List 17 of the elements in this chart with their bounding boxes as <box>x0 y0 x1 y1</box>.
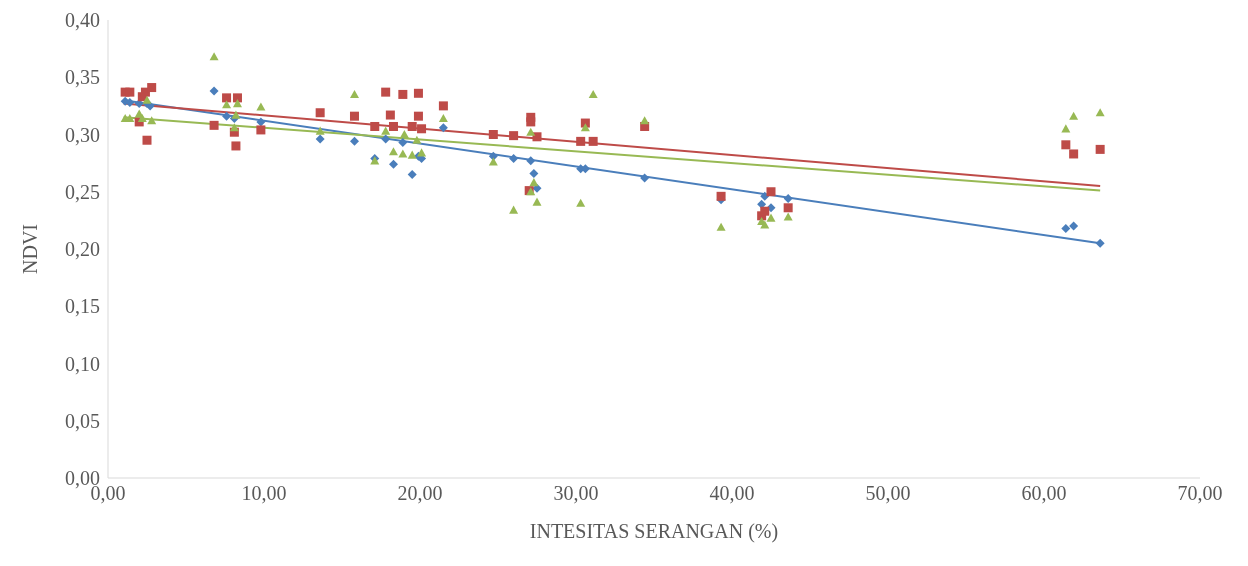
y-tick-label: 0,25 <box>65 180 100 203</box>
x-tick-label: 30,00 <box>553 482 599 505</box>
y-tick-label: 0,40 <box>65 9 100 32</box>
x-axis-title: INTESITAS SERANGAN (%) <box>529 520 779 543</box>
x-tick-label: 40,00 <box>709 482 755 505</box>
x-tick-label: 10,00 <box>241 482 287 505</box>
y-axis-title: NDVI <box>19 224 42 274</box>
x-tick-label: 50,00 <box>865 482 911 505</box>
y-tick-label: 0,10 <box>65 352 100 375</box>
y-tick-label: 0,30 <box>65 123 100 146</box>
x-tick-label: 20,00 <box>397 482 443 505</box>
y-tick-label: 0,15 <box>65 295 100 318</box>
y-tick-label: 0,20 <box>65 238 100 261</box>
y-tick-label: 0,05 <box>65 409 100 432</box>
x-tick-label: 70,00 <box>1177 482 1223 505</box>
x-tick-label: 60,00 <box>1021 482 1067 505</box>
y-tick-label: 0,35 <box>65 66 100 89</box>
